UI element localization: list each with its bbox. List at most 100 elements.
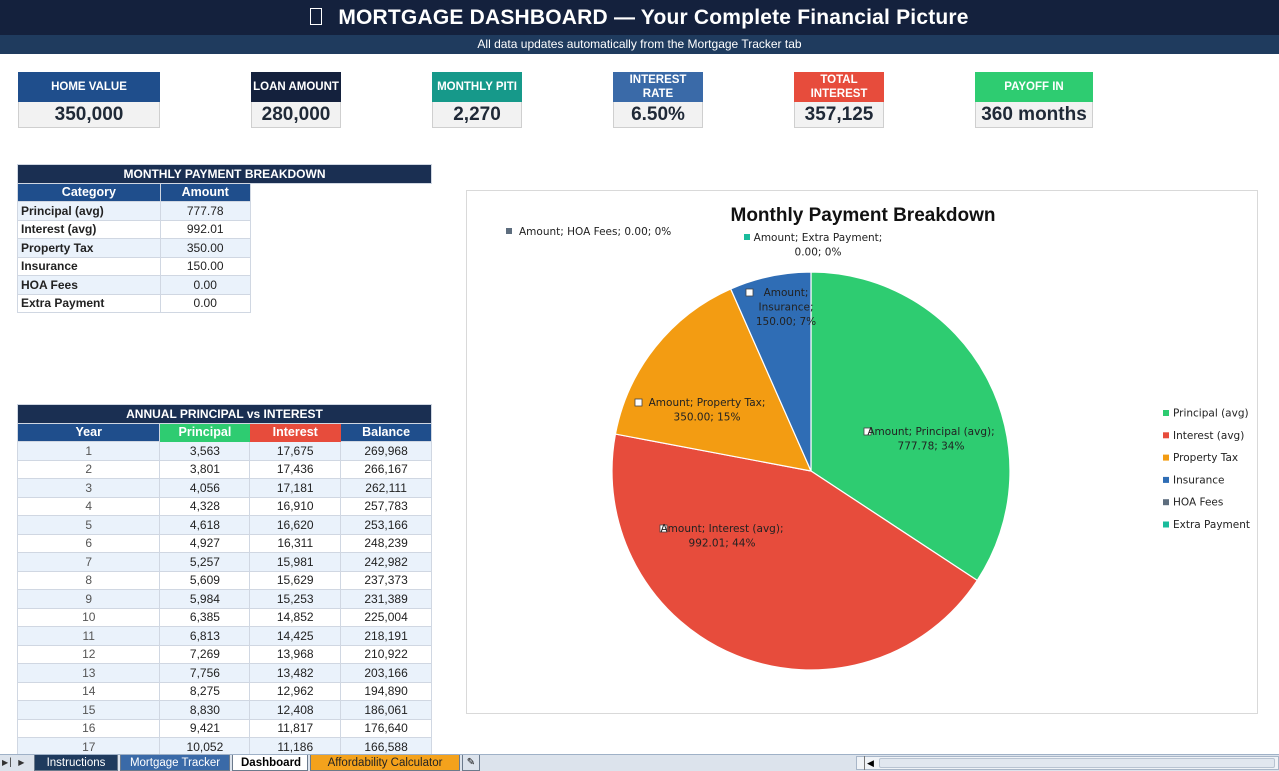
cell-interest[interactable]: 15,253: [249, 589, 342, 609]
sheet-tab-affordability-calculator[interactable]: Affordability Calculator: [310, 755, 460, 771]
cell-interest[interactable]: 16,311: [249, 533, 342, 553]
cell-category[interactable]: Interest (avg): [17, 219, 161, 239]
cell-principal[interactable]: 5,257: [159, 552, 251, 572]
cell-principal[interactable]: 7,756: [159, 663, 251, 683]
table-row[interactable]: 8 5,609 15,629 237,373: [16, 570, 432, 590]
table-row[interactable]: 5 4,618 16,620 253,166: [16, 515, 432, 535]
cell-principal[interactable]: 8,830: [159, 700, 251, 720]
cell-balance[interactable]: 242,982: [340, 552, 432, 572]
table-row[interactable]: 12 7,269 13,968 210,922: [16, 644, 432, 664]
cell-year[interactable]: 17: [16, 737, 161, 757]
cell-year[interactable]: 2: [16, 459, 161, 479]
cell-interest[interactable]: 17,436: [249, 459, 342, 479]
cell-year[interactable]: 5: [16, 515, 161, 535]
cell-principal[interactable]: 3,563: [159, 441, 251, 461]
legend-entry[interactable]: Principal (avg): [1173, 408, 1249, 420]
cell-category[interactable]: Property Tax: [17, 238, 161, 258]
cell-interest[interactable]: 15,629: [249, 570, 342, 590]
cell-interest[interactable]: 14,852: [249, 607, 342, 627]
cell-interest[interactable]: 16,620: [249, 515, 342, 535]
horizontal-scrollbar[interactable]: ◀: [856, 756, 1279, 770]
cell-year[interactable]: 16: [16, 718, 161, 738]
legend-entry[interactable]: HOA Fees: [1173, 497, 1223, 509]
cell-balance[interactable]: 203,166: [340, 663, 432, 683]
table-row[interactable]: 17 10,052 11,186 166,588: [16, 737, 432, 757]
cell-principal[interactable]: 6,813: [159, 626, 251, 646]
cell-interest[interactable]: 16,910: [249, 496, 342, 516]
kpi-home-value[interactable]: HOME VALUE 350,000: [18, 72, 160, 128]
legend-entry[interactable]: Interest (avg): [1173, 430, 1244, 442]
table-row[interactable]: 15 8,830 12,408 186,061: [16, 700, 432, 720]
cell-year[interactable]: 14: [16, 681, 161, 701]
cell-year[interactable]: 1: [16, 441, 161, 461]
cell-year[interactable]: 9: [16, 589, 161, 609]
cell-principal[interactable]: 10,052: [159, 737, 251, 757]
cell-interest[interactable]: 11,817: [249, 718, 342, 738]
sheet-tab-instructions[interactable]: Instructions: [34, 755, 118, 771]
cell-balance[interactable]: 194,890: [340, 681, 432, 701]
sheet-tab-dashboard[interactable]: Dashboard: [232, 755, 308, 771]
cell-balance[interactable]: 253,166: [340, 515, 432, 535]
cell-amount[interactable]: 777.78: [159, 201, 251, 221]
kpi-total-interest[interactable]: TOTAL INTEREST 357,125: [794, 72, 884, 128]
sheet-tab-mortgage-tracker[interactable]: Mortgage Tracker: [120, 755, 230, 771]
cell-amount[interactable]: 0.00: [159, 275, 251, 295]
cell-interest[interactable]: 13,482: [249, 663, 342, 683]
cell-category[interactable]: Insurance: [17, 256, 161, 276]
cell-year[interactable]: 15: [16, 700, 161, 720]
table-row[interactable]: 1 3,563 17,675 269,968: [16, 441, 432, 461]
legend-entry[interactable]: Extra Payment: [1173, 519, 1250, 531]
cell-year[interactable]: 10: [16, 607, 161, 627]
cell-principal[interactable]: 7,269: [159, 644, 251, 664]
table-row[interactable]: 6 4,927 16,311 248,239: [16, 533, 432, 553]
cell-year[interactable]: 7: [16, 552, 161, 572]
kpi-monthly-piti[interactable]: MONTHLY PITI 2,270: [432, 72, 522, 128]
new-sheet-icon[interactable]: ✎: [462, 755, 480, 771]
col-category-header[interactable]: Category: [17, 182, 161, 202]
pie-slice-insurance[interactable]: [729, 271, 812, 472]
cell-category[interactable]: Principal (avg): [17, 201, 161, 221]
cell-category[interactable]: Extra Payment: [17, 293, 161, 313]
cell-balance[interactable]: 225,004: [340, 607, 432, 627]
cell-balance[interactable]: 269,968: [340, 441, 432, 461]
cell-principal[interactable]: 4,056: [159, 478, 251, 498]
cell-year[interactable]: 11: [16, 626, 161, 646]
cell-principal[interactable]: 4,927: [159, 533, 251, 553]
pie-slice-property-tax[interactable]: [614, 288, 813, 472]
cell-principal[interactable]: 6,385: [159, 607, 251, 627]
cell-year[interactable]: 6: [16, 533, 161, 553]
table-row[interactable]: Interest (avg) 992.01: [17, 219, 432, 239]
cell-interest[interactable]: 17,181: [249, 478, 342, 498]
cell-year[interactable]: 8: [16, 570, 161, 590]
pie-slice-interest-avg[interactable]: [611, 433, 979, 671]
cell-principal[interactable]: 4,328: [159, 496, 251, 516]
table-row[interactable]: Insurance 150.00: [17, 256, 432, 276]
table-row[interactable]: 2 3,801 17,436 266,167: [16, 459, 432, 479]
kpi-loan-amount[interactable]: LOAN AMOUNT 280,000: [251, 72, 341, 128]
cell-category[interactable]: HOA Fees: [17, 275, 161, 295]
cell-amount[interactable]: 0.00: [159, 293, 251, 313]
scrollbar-thumb[interactable]: [879, 758, 1275, 768]
payment-pie-chart[interactable]: Monthly Payment Breakdown Amount; Princi…: [466, 190, 1258, 714]
cell-principal[interactable]: 5,609: [159, 570, 251, 590]
col-year-header[interactable]: Year: [16, 422, 161, 442]
col-principal-header[interactable]: Principal: [159, 422, 251, 442]
cell-principal[interactable]: 5,984: [159, 589, 251, 609]
cell-balance[interactable]: 186,061: [340, 700, 432, 720]
cell-balance[interactable]: 266,167: [340, 459, 432, 479]
cell-balance[interactable]: 231,389: [340, 589, 432, 609]
cell-balance[interactable]: 237,373: [340, 570, 432, 590]
col-amount-header[interactable]: Amount: [159, 182, 251, 202]
cell-year[interactable]: 12: [16, 644, 161, 664]
table-row[interactable]: Principal (avg) 777.78: [17, 201, 432, 221]
cell-interest[interactable]: 17,675: [249, 441, 342, 461]
table-row[interactable]: 16 9,421 11,817 176,640: [16, 718, 432, 738]
table-row[interactable]: 9 5,984 15,253 231,389: [16, 589, 432, 609]
cell-interest[interactable]: 13,968: [249, 644, 342, 664]
cell-principal[interactable]: 9,421: [159, 718, 251, 738]
legend-entry[interactable]: Insurance: [1173, 474, 1225, 486]
cell-year[interactable]: 3: [16, 478, 161, 498]
cell-interest[interactable]: 12,408: [249, 700, 342, 720]
cell-principal[interactable]: 3,801: [159, 459, 251, 479]
cell-interest[interactable]: 12,962: [249, 681, 342, 701]
